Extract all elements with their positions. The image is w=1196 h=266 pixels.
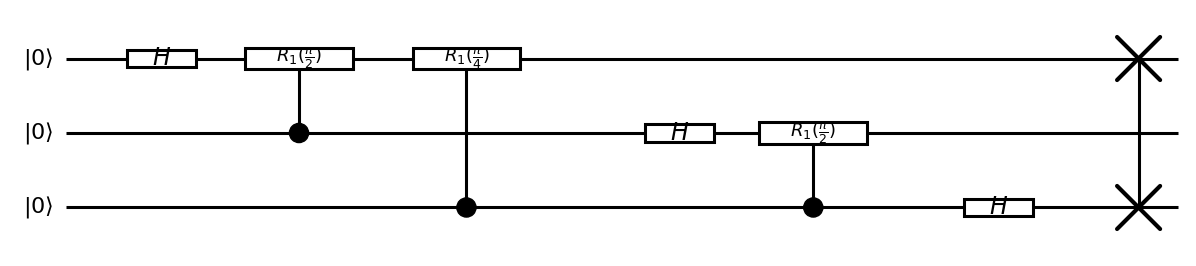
FancyBboxPatch shape [645, 124, 714, 142]
Text: $|0\rangle$: $|0\rangle$ [23, 45, 54, 72]
Ellipse shape [457, 198, 476, 217]
Text: $H$: $H$ [152, 47, 171, 70]
Ellipse shape [804, 198, 823, 217]
FancyBboxPatch shape [413, 48, 520, 69]
Text: $|0\rangle$: $|0\rangle$ [23, 120, 54, 146]
Text: $|0\rangle$: $|0\rangle$ [23, 194, 54, 221]
Ellipse shape [289, 123, 309, 143]
Text: $R_1(\frac{\pi}{2})$: $R_1(\frac{\pi}{2})$ [791, 120, 836, 146]
Text: $R_1(\frac{\pi}{2})$: $R_1(\frac{\pi}{2})$ [276, 46, 322, 71]
Text: $H$: $H$ [989, 196, 1008, 219]
Text: $R_1(\frac{\pi}{4})$: $R_1(\frac{\pi}{4})$ [444, 46, 489, 71]
FancyBboxPatch shape [759, 122, 867, 144]
FancyBboxPatch shape [245, 48, 353, 69]
FancyBboxPatch shape [964, 199, 1033, 216]
Text: $H$: $H$ [670, 122, 689, 144]
FancyBboxPatch shape [127, 50, 196, 67]
